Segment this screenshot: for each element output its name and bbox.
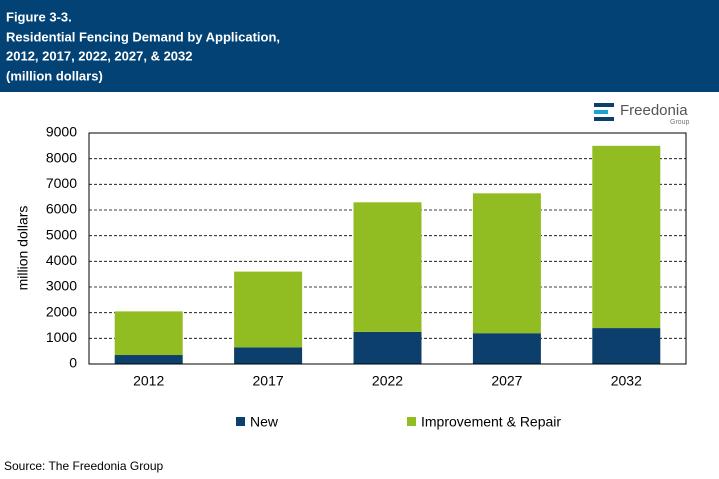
legend-label: Improvement & Repair	[421, 414, 561, 430]
chart-title: 2012, 2017, 2022, 2027, & 2032	[6, 48, 193, 63]
bar-segment	[234, 347, 303, 364]
bar-segment	[353, 202, 422, 332]
plot-frame	[88, 132, 687, 365]
y-tick-label: 4000	[46, 252, 77, 268]
x-tick-label: 2027	[491, 373, 522, 389]
y-tick-label: 8000	[46, 149, 77, 165]
header-bg	[0, 0, 719, 92]
logo-name: Freedonia	[620, 102, 688, 119]
y-tick-label: 2000	[46, 303, 77, 319]
bar-segment	[472, 333, 541, 364]
legend-swatch	[236, 417, 245, 426]
chart-subtitle: (million dollars)	[6, 68, 103, 83]
logo-sub: Group	[670, 119, 690, 126]
logo-mark	[594, 103, 614, 107]
logo-mark	[594, 110, 608, 114]
x-tick-label: 2032	[611, 373, 642, 389]
figure-label: Figure 3-3.	[6, 9, 72, 24]
bar-segment	[472, 193, 541, 334]
source: Source: The Freedonia Group	[4, 459, 164, 473]
bar-segment	[592, 328, 661, 364]
bar-segment	[234, 271, 303, 348]
y-tick-label: 1000	[46, 329, 77, 345]
y-tick-label: 6000	[46, 201, 77, 217]
bar-segment	[114, 355, 183, 364]
logo-mark	[594, 117, 614, 121]
y-tick-label: 7000	[46, 175, 77, 191]
y-axis-label: million dollars	[15, 206, 31, 291]
bar-segment	[353, 331, 422, 364]
y-tick-label: 5000	[46, 226, 77, 242]
y-tick-label: 0	[69, 355, 77, 371]
x-tick-label: 2012	[133, 373, 164, 389]
bar-segment	[592, 145, 661, 329]
x-tick-label: 2022	[372, 373, 403, 389]
bar-segment	[114, 311, 183, 356]
legend-swatch	[407, 417, 416, 426]
y-tick-label: 9000	[46, 124, 77, 140]
logo: Freedonia Group	[594, 102, 690, 126]
x-tick-label: 2017	[253, 373, 284, 389]
chart-title: Residential Fencing Demand by Applicatio…	[6, 29, 280, 44]
legend-label: New	[250, 414, 279, 430]
y-tick-label: 3000	[46, 278, 77, 294]
